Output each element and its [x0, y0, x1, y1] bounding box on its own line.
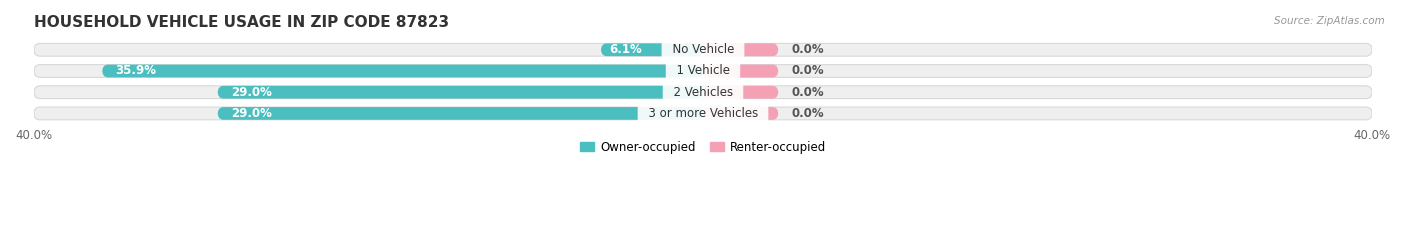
Text: 2 Vehicles: 2 Vehicles: [665, 86, 741, 99]
Text: HOUSEHOLD VEHICLE USAGE IN ZIP CODE 87823: HOUSEHOLD VEHICLE USAGE IN ZIP CODE 8782…: [34, 15, 449, 30]
FancyBboxPatch shape: [703, 65, 779, 77]
FancyBboxPatch shape: [218, 86, 703, 99]
Text: 0.0%: 0.0%: [792, 65, 824, 77]
Text: Source: ZipAtlas.com: Source: ZipAtlas.com: [1274, 16, 1385, 26]
Text: 3 or more Vehicles: 3 or more Vehicles: [641, 107, 765, 120]
Text: 35.9%: 35.9%: [115, 65, 156, 77]
FancyBboxPatch shape: [34, 107, 1372, 120]
FancyBboxPatch shape: [103, 65, 703, 77]
FancyBboxPatch shape: [218, 107, 703, 120]
Text: 0.0%: 0.0%: [792, 43, 824, 56]
Text: 6.1%: 6.1%: [609, 43, 643, 56]
Text: 29.0%: 29.0%: [231, 107, 271, 120]
FancyBboxPatch shape: [703, 86, 779, 99]
FancyBboxPatch shape: [34, 65, 1372, 77]
FancyBboxPatch shape: [34, 44, 1372, 56]
Text: 0.0%: 0.0%: [792, 86, 824, 99]
FancyBboxPatch shape: [703, 107, 779, 120]
Legend: Owner-occupied, Renter-occupied: Owner-occupied, Renter-occupied: [575, 136, 831, 158]
Text: 29.0%: 29.0%: [231, 86, 271, 99]
Text: 0.0%: 0.0%: [792, 107, 824, 120]
FancyBboxPatch shape: [34, 86, 1372, 99]
FancyBboxPatch shape: [600, 44, 703, 56]
Text: No Vehicle: No Vehicle: [665, 43, 741, 56]
Text: 1 Vehicle: 1 Vehicle: [669, 65, 737, 77]
FancyBboxPatch shape: [703, 44, 779, 56]
